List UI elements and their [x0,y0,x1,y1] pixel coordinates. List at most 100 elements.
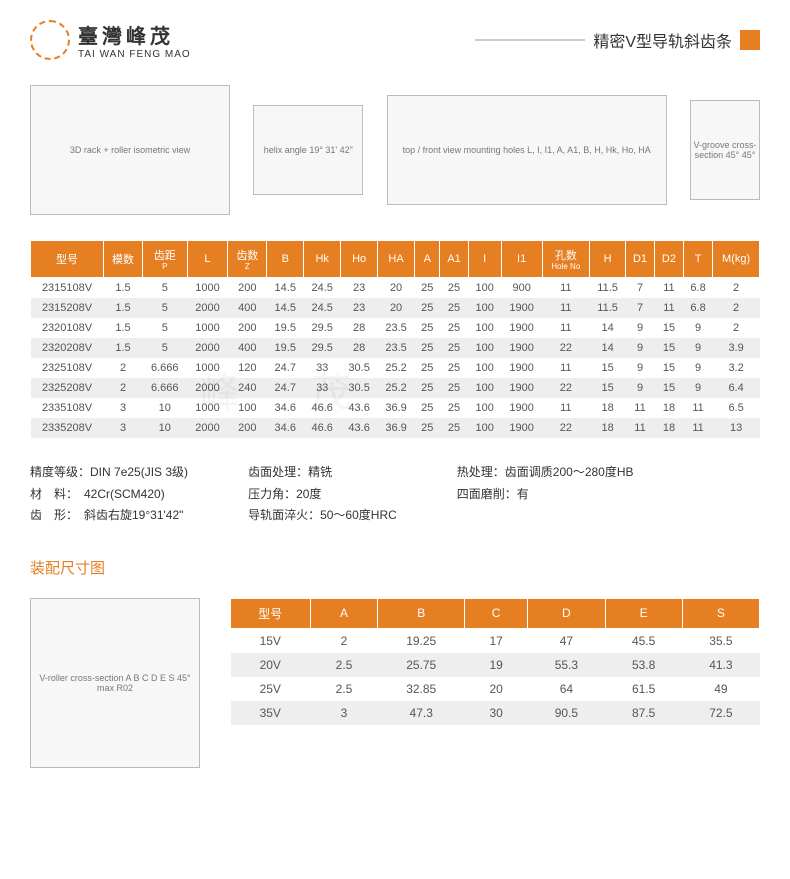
table-cell: 34.6 [267,418,304,438]
diagram-isometric: 3D rack + roller isometric view [30,85,230,215]
table-cell: 90.5 [528,701,605,725]
spec-col-header: D2 [654,241,683,278]
table-cell: 6.4 [713,378,760,398]
heat-value: 齿面调质200～280度HB [505,465,634,479]
table-cell: 100 [468,358,501,378]
table-cell: 18 [654,418,683,438]
table-cell: 25 [440,298,468,318]
table-cell: 19.5 [267,338,304,358]
assembly-header-row: 型号ABCDES [231,598,760,628]
table-cell: 2 [104,358,143,378]
table-row: 2315208V1.55200040014.524.52320252510019… [31,298,760,318]
table-cell: 32.85 [378,677,465,701]
table-cell: 9 [626,378,655,398]
table-cell: 64 [528,677,605,701]
table-cell: 33 [304,358,341,378]
table-cell: 25 [415,318,440,338]
pressure-label: 压力角： [248,487,296,501]
table-cell: 15V [231,628,311,653]
assembly-table: 型号ABCDES 15V219.25174745.535.520V2.525.7… [230,598,760,725]
assembly-body: 15V219.25174745.535.520V2.525.751955.353… [231,628,760,725]
table-cell: 47 [528,628,605,653]
table-cell: 25 [415,278,440,299]
diagram-row: 3D rack + roller isometric view helix an… [30,80,760,220]
spec-col-header: 孔数Hole No [542,241,590,278]
table-cell: 200 [228,278,267,299]
table-cell: 11 [626,398,655,418]
table-cell: 25.2 [378,358,415,378]
table-cell: 30 [464,701,527,725]
table-cell: 11.5 [590,298,626,318]
spec-col-header: T [683,241,712,278]
spec-col-header: A [415,241,440,278]
table-cell: 11 [542,278,590,299]
table-cell: 1000 [187,318,228,338]
table-cell: 20V [231,653,311,677]
surface-label: 齿面处理： [248,465,308,479]
table-cell: 2000 [187,378,228,398]
table-cell: 2000 [187,418,228,438]
table-cell: 100 [468,338,501,358]
table-cell: 25 [440,398,468,418]
table-cell: 43.6 [341,398,378,418]
table-cell: 14.5 [267,298,304,318]
table-cell: 1000 [187,358,228,378]
table-cell: 1000 [187,278,228,299]
heat-label: 热处理： [457,465,505,479]
table-cell: 100 [228,398,267,418]
hardening-label: 导轨面淬火： [248,508,320,522]
table-cell: 55.3 [528,653,605,677]
table-cell: 45.5 [605,628,682,653]
table-cell: 20 [378,298,415,318]
company-name: 臺灣峰茂 TAI WAN FENG MAO [78,20,191,60]
table-cell: 5 [142,318,187,338]
table-cell: 25 [440,418,468,438]
table-cell: 2335108V [31,398,104,418]
title-block: 精密V型导轨斜齿条 [475,28,760,52]
table-cell: 1900 [501,358,542,378]
spec-col-header: 型号 [31,241,104,278]
table-cell: 1900 [501,298,542,318]
table-cell: 25 [440,338,468,358]
table-cell: 2.5 [310,677,378,701]
table-cell: 25 [440,378,468,398]
table-row: 2325208V26.666200024024.73330.525.225251… [31,378,760,398]
assembly-col-header: A [310,598,378,628]
spec-col-header: I [468,241,501,278]
table-cell: 5 [142,278,187,299]
diagram-top-front: top / front view mounting holes L, I, I1… [387,95,667,205]
table-cell: 100 [468,378,501,398]
table-cell: 18 [590,418,626,438]
tooth-label: 齿 形： [30,505,84,527]
table-cell: 2320208V [31,338,104,358]
table-cell: 19.5 [267,318,304,338]
spec-col-header: B [267,241,304,278]
spec-col-header: Ho [341,241,378,278]
table-cell: 1900 [501,398,542,418]
table-cell: 10 [142,398,187,418]
table-cell: 1000 [187,398,228,418]
table-cell: 11 [542,358,590,378]
gear-logo-icon [30,20,70,60]
table-cell: 100 [468,318,501,338]
notes-col-3: 热处理：齿面调质200～280度HB 四面磨削：有 [457,462,634,527]
assembly-col-header: 型号 [231,598,311,628]
table-cell: 2335208V [31,418,104,438]
table-cell: 25 [415,418,440,438]
table-cell: 11 [683,398,712,418]
table-cell: 120 [228,358,267,378]
table-cell: 2 [713,318,760,338]
table-cell: 49 [682,677,759,701]
table-row: 25V2.532.85206461.549 [231,677,760,701]
table-cell: 9 [683,378,712,398]
spec-header-row: 型号模数齿距PL齿数ZBHkHoHAAA1II1孔数Hole NoHD1D2TM… [31,241,760,278]
table-cell: 33 [304,378,341,398]
table-cell: 17 [464,628,527,653]
logo-block: 臺灣峰茂 TAI WAN FENG MAO [30,20,191,60]
table-cell: 14 [590,338,626,358]
company-name-cn: 臺灣峰茂 [78,20,191,49]
table-cell: 3.2 [713,358,760,378]
table-cell: 11 [654,278,683,299]
table-cell: 3 [104,418,143,438]
table-cell: 28 [341,318,378,338]
